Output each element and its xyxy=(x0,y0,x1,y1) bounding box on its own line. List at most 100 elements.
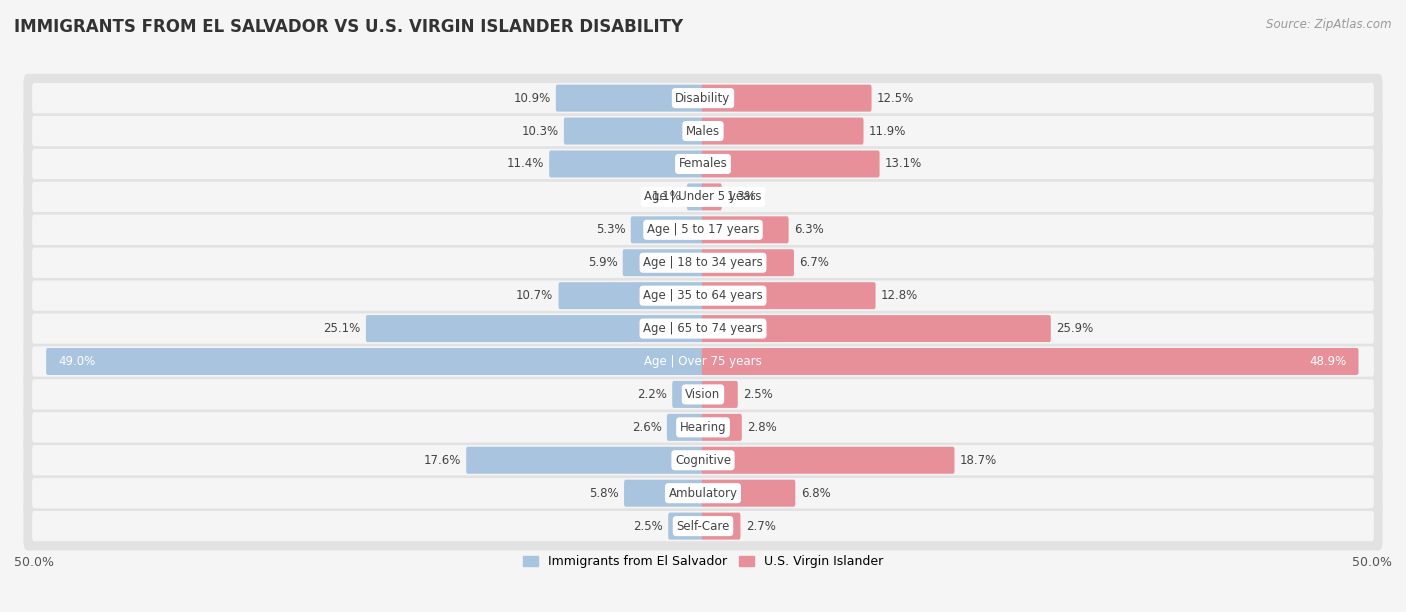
FancyBboxPatch shape xyxy=(24,74,1382,122)
Text: 13.1%: 13.1% xyxy=(884,157,922,171)
FancyBboxPatch shape xyxy=(702,184,721,211)
Text: 49.0%: 49.0% xyxy=(58,355,96,368)
Text: 2.2%: 2.2% xyxy=(637,388,666,401)
FancyBboxPatch shape xyxy=(24,436,1382,485)
Text: Age | Over 75 years: Age | Over 75 years xyxy=(644,355,762,368)
FancyBboxPatch shape xyxy=(702,249,794,276)
FancyBboxPatch shape xyxy=(702,381,738,408)
FancyBboxPatch shape xyxy=(688,184,704,211)
Text: 5.8%: 5.8% xyxy=(589,487,619,499)
FancyBboxPatch shape xyxy=(32,478,1374,509)
FancyBboxPatch shape xyxy=(24,304,1382,353)
FancyBboxPatch shape xyxy=(24,271,1382,320)
FancyBboxPatch shape xyxy=(558,282,704,309)
FancyBboxPatch shape xyxy=(24,502,1382,550)
Text: 25.1%: 25.1% xyxy=(323,322,360,335)
FancyBboxPatch shape xyxy=(702,84,872,111)
FancyBboxPatch shape xyxy=(564,118,704,144)
FancyBboxPatch shape xyxy=(550,151,704,177)
Text: 6.7%: 6.7% xyxy=(800,256,830,269)
FancyBboxPatch shape xyxy=(631,216,704,244)
FancyBboxPatch shape xyxy=(24,403,1382,452)
Text: 17.6%: 17.6% xyxy=(423,453,461,467)
Legend: Immigrants from El Salvador, U.S. Virgin Islander: Immigrants from El Salvador, U.S. Virgin… xyxy=(517,550,889,573)
FancyBboxPatch shape xyxy=(702,513,741,540)
Text: 10.3%: 10.3% xyxy=(522,125,558,138)
Text: Males: Males xyxy=(686,125,720,138)
FancyBboxPatch shape xyxy=(702,216,789,244)
FancyBboxPatch shape xyxy=(32,412,1374,442)
Text: Age | 35 to 64 years: Age | 35 to 64 years xyxy=(643,289,763,302)
Text: 5.3%: 5.3% xyxy=(596,223,626,236)
FancyBboxPatch shape xyxy=(24,140,1382,188)
FancyBboxPatch shape xyxy=(702,447,955,474)
FancyBboxPatch shape xyxy=(702,282,876,309)
Text: 6.8%: 6.8% xyxy=(800,487,831,499)
Text: 1.3%: 1.3% xyxy=(727,190,756,203)
Text: Age | 5 to 17 years: Age | 5 to 17 years xyxy=(647,223,759,236)
FancyBboxPatch shape xyxy=(467,447,704,474)
Text: 11.9%: 11.9% xyxy=(869,125,907,138)
FancyBboxPatch shape xyxy=(32,280,1374,311)
Text: Cognitive: Cognitive xyxy=(675,453,731,467)
Text: 25.9%: 25.9% xyxy=(1056,322,1094,335)
FancyBboxPatch shape xyxy=(672,381,704,408)
FancyBboxPatch shape xyxy=(702,348,1358,375)
Text: 10.9%: 10.9% xyxy=(513,92,551,105)
Text: 2.5%: 2.5% xyxy=(744,388,773,401)
FancyBboxPatch shape xyxy=(32,445,1374,476)
FancyBboxPatch shape xyxy=(366,315,704,342)
FancyBboxPatch shape xyxy=(24,106,1382,155)
FancyBboxPatch shape xyxy=(702,480,796,507)
Text: 2.8%: 2.8% xyxy=(747,421,778,434)
FancyBboxPatch shape xyxy=(32,511,1374,541)
Text: Vision: Vision xyxy=(685,388,721,401)
FancyBboxPatch shape xyxy=(32,149,1374,179)
FancyBboxPatch shape xyxy=(32,215,1374,245)
Text: 12.5%: 12.5% xyxy=(877,92,914,105)
Text: 48.9%: 48.9% xyxy=(1309,355,1347,368)
FancyBboxPatch shape xyxy=(623,249,704,276)
FancyBboxPatch shape xyxy=(24,239,1382,287)
FancyBboxPatch shape xyxy=(24,469,1382,518)
FancyBboxPatch shape xyxy=(666,414,704,441)
Text: 2.5%: 2.5% xyxy=(633,520,662,532)
FancyBboxPatch shape xyxy=(32,248,1374,278)
FancyBboxPatch shape xyxy=(624,480,704,507)
FancyBboxPatch shape xyxy=(24,370,1382,419)
FancyBboxPatch shape xyxy=(702,315,1050,342)
Text: 2.7%: 2.7% xyxy=(745,520,776,532)
FancyBboxPatch shape xyxy=(32,346,1374,376)
FancyBboxPatch shape xyxy=(668,513,704,540)
FancyBboxPatch shape xyxy=(24,337,1382,386)
FancyBboxPatch shape xyxy=(702,151,880,177)
FancyBboxPatch shape xyxy=(32,116,1374,146)
Text: 11.4%: 11.4% xyxy=(506,157,544,171)
Text: 1.1%: 1.1% xyxy=(652,190,682,203)
Text: Hearing: Hearing xyxy=(679,421,727,434)
Text: 5.9%: 5.9% xyxy=(588,256,617,269)
Text: Disability: Disability xyxy=(675,92,731,105)
Text: IMMIGRANTS FROM EL SALVADOR VS U.S. VIRGIN ISLANDER DISABILITY: IMMIGRANTS FROM EL SALVADOR VS U.S. VIRG… xyxy=(14,18,683,36)
FancyBboxPatch shape xyxy=(702,118,863,144)
Text: Age | Under 5 years: Age | Under 5 years xyxy=(644,190,762,203)
Text: Age | 65 to 74 years: Age | 65 to 74 years xyxy=(643,322,763,335)
FancyBboxPatch shape xyxy=(24,206,1382,254)
FancyBboxPatch shape xyxy=(32,313,1374,344)
FancyBboxPatch shape xyxy=(46,348,704,375)
Text: Ambulatory: Ambulatory xyxy=(668,487,738,499)
Text: 6.3%: 6.3% xyxy=(794,223,824,236)
FancyBboxPatch shape xyxy=(32,83,1374,113)
FancyBboxPatch shape xyxy=(555,84,704,111)
FancyBboxPatch shape xyxy=(32,379,1374,409)
Text: Age | 18 to 34 years: Age | 18 to 34 years xyxy=(643,256,763,269)
FancyBboxPatch shape xyxy=(32,182,1374,212)
Text: Self-Care: Self-Care xyxy=(676,520,730,532)
Text: 10.7%: 10.7% xyxy=(516,289,553,302)
FancyBboxPatch shape xyxy=(24,173,1382,222)
Text: 12.8%: 12.8% xyxy=(882,289,918,302)
Text: Source: ZipAtlas.com: Source: ZipAtlas.com xyxy=(1267,18,1392,31)
Text: 2.6%: 2.6% xyxy=(631,421,662,434)
FancyBboxPatch shape xyxy=(702,414,742,441)
Text: Females: Females xyxy=(679,157,727,171)
